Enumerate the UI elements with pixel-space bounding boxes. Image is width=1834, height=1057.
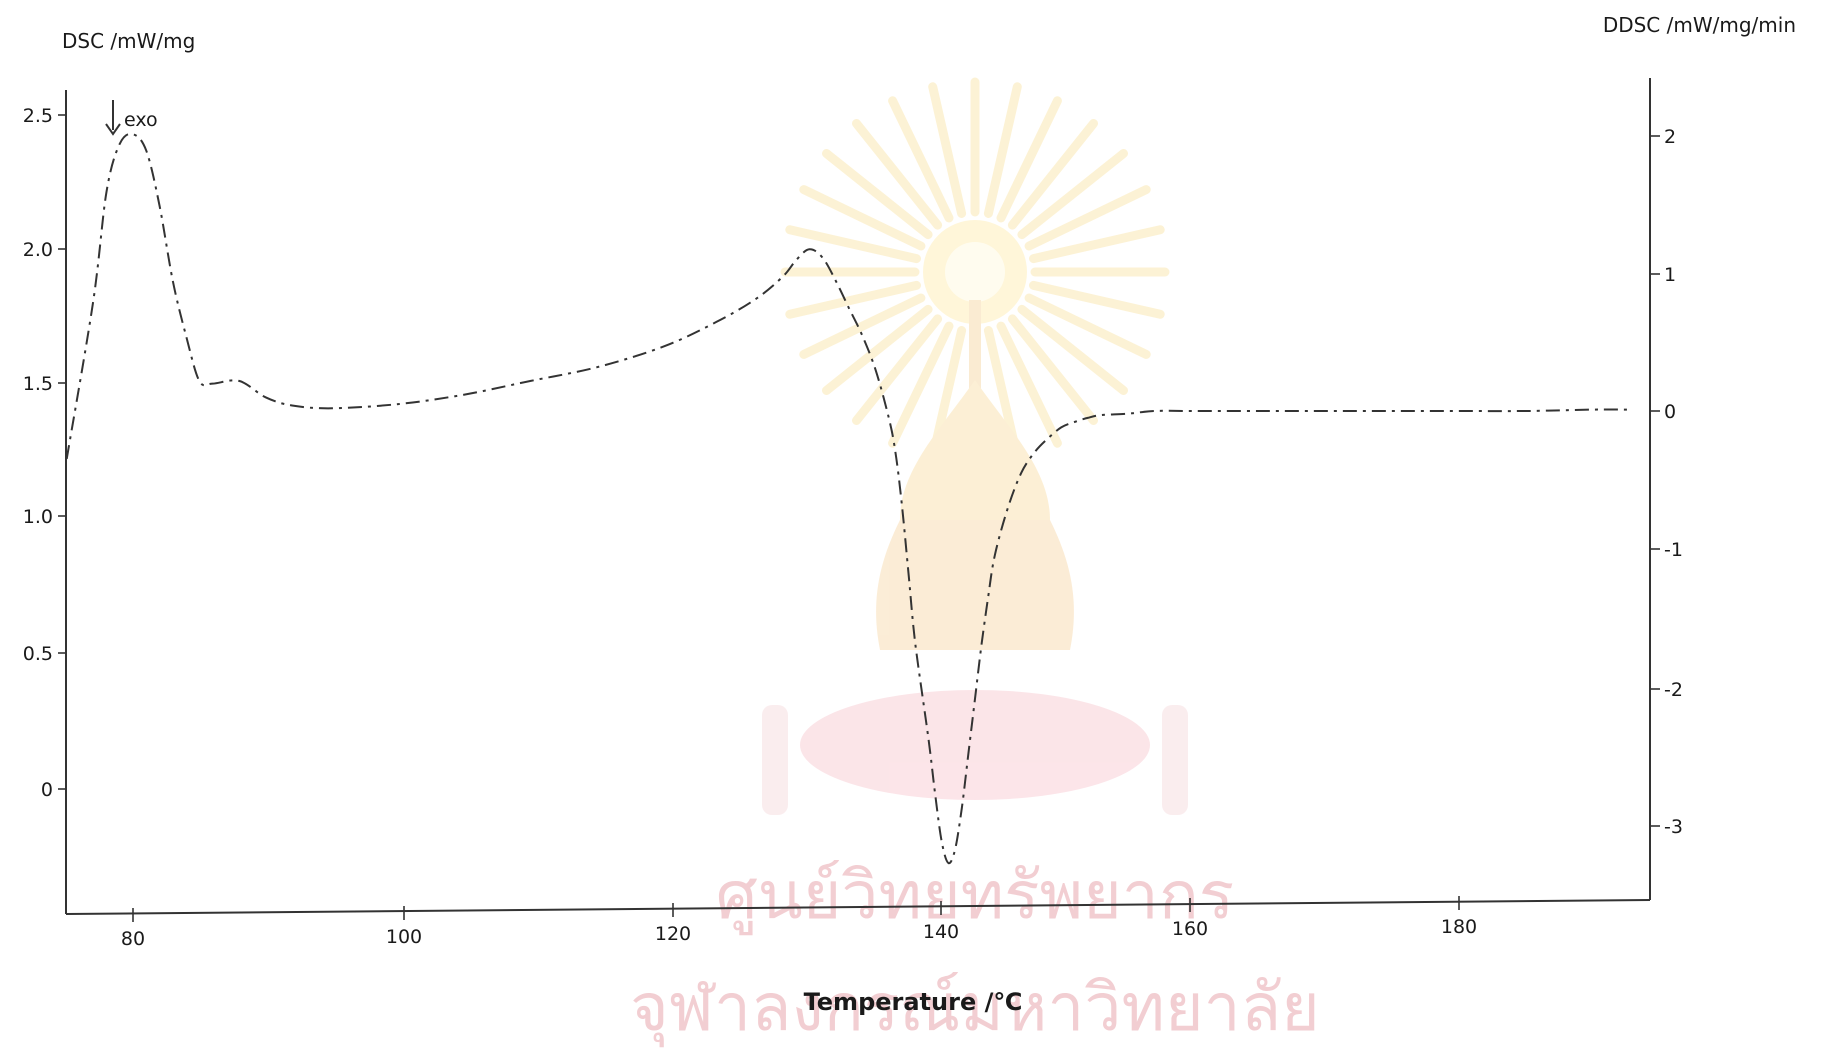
y-tick-label: 0.5 xyxy=(23,643,53,665)
y2-tick-label: 2 xyxy=(1664,126,1676,148)
y2-tick-label: 0 xyxy=(1664,401,1676,423)
watermark-ray xyxy=(983,82,1022,218)
watermark-line-1: ศูนย์วิทยทรัพยากร xyxy=(716,857,1235,936)
watermark-emblem xyxy=(762,77,1188,815)
watermark-ray xyxy=(1029,280,1165,319)
watermark-rays xyxy=(780,77,1170,467)
x-tick-label: 100 xyxy=(386,926,422,948)
watermark-ray xyxy=(822,304,933,395)
watermark-ray xyxy=(996,321,1062,448)
watermark-ray xyxy=(785,280,921,319)
y-tick-label: 1.0 xyxy=(23,506,53,528)
watermark-ray xyxy=(1024,185,1151,251)
watermark-ray xyxy=(1024,293,1151,359)
x-axis-line xyxy=(65,899,1651,915)
watermark-ray xyxy=(1007,314,1098,425)
y2-axis-ticks xyxy=(1650,135,1660,827)
y2-tick-label: -1 xyxy=(1664,539,1683,561)
watermark-ray xyxy=(785,225,921,264)
watermark-ray xyxy=(888,96,954,223)
x-tick-label: 180 xyxy=(1441,916,1477,938)
y-axis-title: DSC /mW/mg xyxy=(62,29,195,53)
y-axis-ticks xyxy=(58,114,66,790)
watermark-ray xyxy=(983,326,1022,462)
watermark-ray xyxy=(928,82,967,218)
watermark-ray xyxy=(799,185,926,251)
y-tick-label: 0 xyxy=(41,779,53,801)
exo-annotation: exo xyxy=(124,109,158,131)
watermark-ray xyxy=(1007,119,1098,230)
x-axis-ticks xyxy=(132,896,1460,922)
watermark-ray xyxy=(1017,304,1128,395)
watermark-ray xyxy=(852,119,943,230)
watermark-ray xyxy=(1029,225,1165,264)
watermark-ray xyxy=(928,326,967,462)
watermark-ray xyxy=(996,96,1062,223)
exo-marker xyxy=(105,100,121,136)
y-tick-label: 2.5 xyxy=(23,105,53,127)
y2-tick-label: -3 xyxy=(1664,816,1683,838)
ddsc-series-line xyxy=(65,132,1632,865)
watermark-ray xyxy=(799,293,926,359)
x-tick-label: 120 xyxy=(655,923,691,945)
y-tick-label: 2.0 xyxy=(23,239,53,261)
y2-tick-label: 1 xyxy=(1664,264,1676,286)
watermark-line-2: จุฬาลงกรณ์มหาวิทยาลัย xyxy=(630,969,1320,1048)
x-tick-label: 140 xyxy=(923,921,959,943)
y2-tick-label: -2 xyxy=(1664,679,1683,701)
watermark-ray xyxy=(852,314,943,425)
x-tick-label: 160 xyxy=(1172,918,1208,940)
watermark-ray xyxy=(888,321,954,448)
y2-axis-title: DDSC /mW/mg/min xyxy=(1603,13,1796,37)
watermark-ray xyxy=(1017,149,1128,240)
x-tick-label: 80 xyxy=(121,928,145,950)
x-axis-title: Temperature /℃ xyxy=(804,988,1023,1016)
watermark-ray xyxy=(822,149,933,240)
y-tick-label: 1.5 xyxy=(23,373,53,395)
